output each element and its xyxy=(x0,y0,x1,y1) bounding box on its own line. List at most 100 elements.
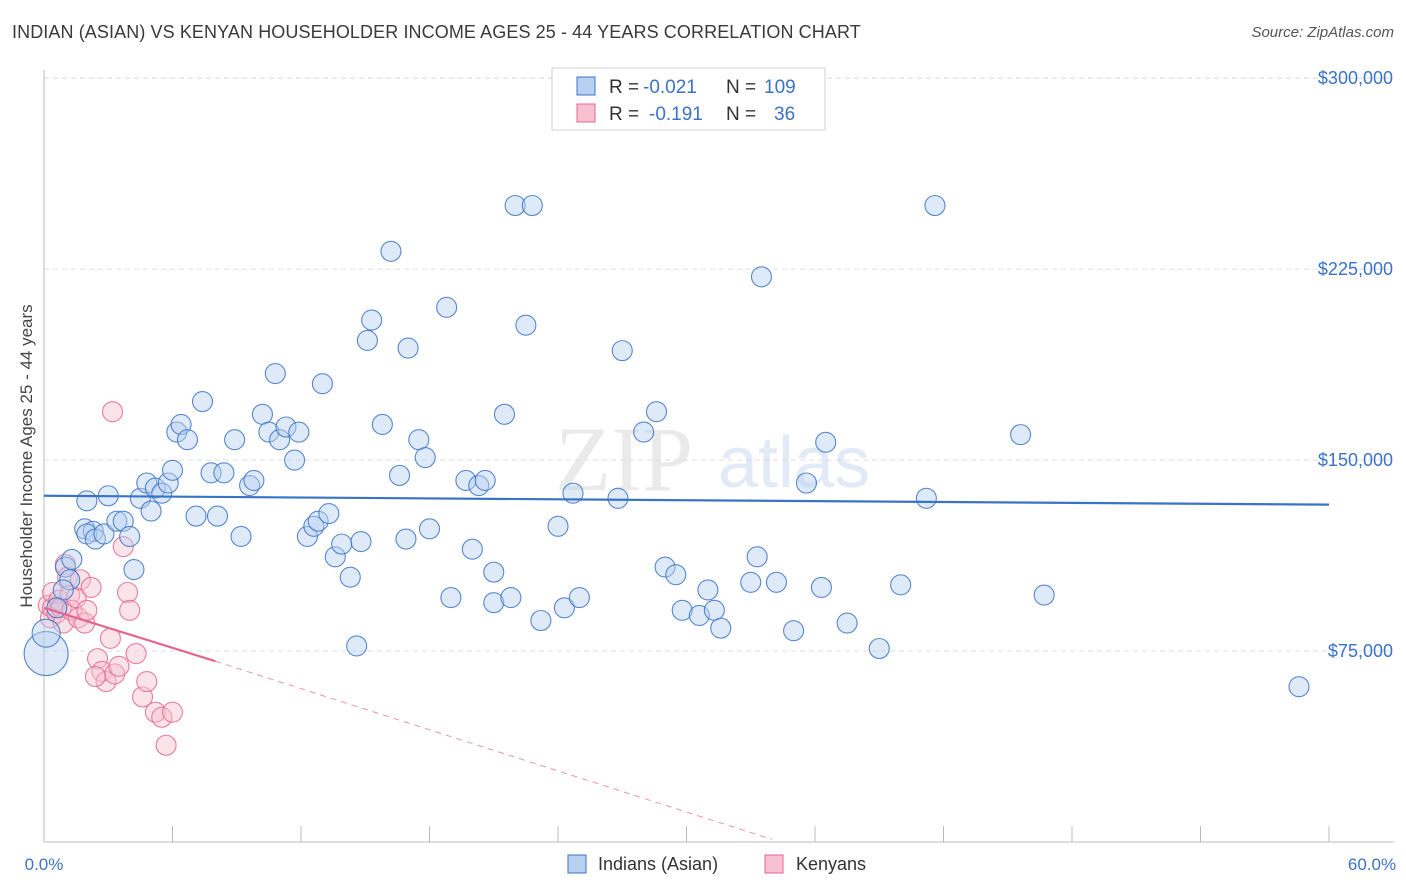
watermark-zip: ZIP xyxy=(555,408,693,510)
legend-n-label-1: N = xyxy=(726,77,756,98)
indian-point-86 xyxy=(654,556,676,578)
indian-point-30 xyxy=(200,462,222,484)
indian-point-90 xyxy=(697,579,719,601)
bottom-legend-indians: Indians (Asian) xyxy=(598,854,718,874)
indian-point-47 xyxy=(311,373,333,395)
bottom-legend-pink-swatch xyxy=(764,854,784,874)
kenyan-point-5 xyxy=(48,589,70,611)
y-tick-labels: $75,000 $150,000 $225,000 $300,000 xyxy=(1318,68,1393,661)
indian-point-53 xyxy=(350,531,372,553)
indian-point-56 xyxy=(371,413,393,436)
x-tick-label-max: 60.0% xyxy=(1348,855,1396,874)
indian-point-76 xyxy=(515,314,537,336)
legend-box: R = -0.021 N = 109 R = -0.191 N = 36 xyxy=(551,67,826,131)
indian-point-51 xyxy=(339,566,361,588)
indian-point-11 xyxy=(76,490,98,512)
legend-blue-swatch xyxy=(576,76,596,96)
indian-point-38 xyxy=(258,421,280,443)
indian-point-39 xyxy=(264,362,286,385)
indian-point-50 xyxy=(331,533,353,555)
indian-point-37 xyxy=(251,403,274,425)
indian-point-58 xyxy=(388,464,411,486)
trend-lines xyxy=(43,494,1330,840)
indian-point-5 xyxy=(52,579,74,601)
indian-point-46 xyxy=(307,510,329,532)
indian-point-94 xyxy=(746,546,768,568)
indian-point-80 xyxy=(562,482,584,504)
indian-point-66 xyxy=(455,469,477,492)
indian-point-29 xyxy=(191,390,214,413)
indian-point-36 xyxy=(243,469,265,492)
kenyan-point-14 xyxy=(69,569,91,591)
legend-n-value-2: 36 xyxy=(774,104,795,125)
indian-point-54 xyxy=(356,329,378,351)
indian-point-31 xyxy=(206,505,229,527)
indian-point-12 xyxy=(93,523,115,545)
kenyan-point-17 xyxy=(80,576,102,598)
indian-point-43 xyxy=(288,421,310,443)
kenyan-point-29 xyxy=(136,671,158,693)
indian-point-32 xyxy=(213,462,235,484)
kenyans-points xyxy=(37,401,184,756)
indian-point-16 xyxy=(119,525,141,548)
indian-point-49 xyxy=(324,546,346,568)
y-tick-label-3: $300,000 xyxy=(1318,68,1393,88)
indian-point-33 xyxy=(224,429,246,451)
grid-layer xyxy=(44,77,1394,652)
indian-point-60 xyxy=(397,337,419,359)
indian-point-1 xyxy=(31,618,61,648)
indian-point-85 xyxy=(645,401,668,423)
indian-point-97 xyxy=(783,620,805,642)
indian-point-34 xyxy=(230,525,252,548)
indian-point-84 xyxy=(633,421,655,443)
kenyan-point-31 xyxy=(151,706,173,728)
indian-point-44 xyxy=(296,525,318,548)
kenyan-point-33 xyxy=(101,401,124,423)
indian-point-57 xyxy=(380,240,402,262)
indian-point-100 xyxy=(815,431,837,453)
indian-point-82 xyxy=(607,487,629,509)
indian-point-103 xyxy=(890,574,912,596)
legend-n-label-2: N = xyxy=(726,104,756,125)
indians-trend-line xyxy=(43,494,1330,506)
indian-point-87 xyxy=(665,564,687,586)
indians-points xyxy=(23,194,1310,698)
y-axis-title: Householder Income Ages 25 - 44 years xyxy=(17,304,36,607)
indian-point-20 xyxy=(140,500,162,522)
indian-point-99 xyxy=(810,576,832,598)
indian-point-107 xyxy=(1033,584,1055,606)
indian-point-104 xyxy=(915,487,937,509)
indian-point-81 xyxy=(568,587,590,609)
indian-point-73 xyxy=(500,587,522,609)
kenyans-trend-extension xyxy=(215,660,773,840)
indian-point-27 xyxy=(176,429,199,451)
indian-point-79 xyxy=(553,597,575,619)
kenyan-point-18 xyxy=(86,648,109,670)
indian-point-17 xyxy=(123,559,145,581)
kenyan-point-32 xyxy=(155,734,177,756)
kenyan-point-16 xyxy=(76,599,98,621)
bottom-legend-kenyans: Kenyans xyxy=(796,854,866,874)
indian-point-91 xyxy=(703,599,725,621)
indian-point-28 xyxy=(185,505,207,527)
indian-point-72 xyxy=(493,403,516,425)
kenyan-point-35 xyxy=(84,665,106,688)
indian-point-4 xyxy=(61,548,83,570)
indian-point-3 xyxy=(59,569,81,591)
indian-point-23 xyxy=(157,472,179,494)
indian-point-40 xyxy=(269,429,291,451)
bottom-legend: Indians (Asian) Kenyans xyxy=(567,854,866,874)
legend-r-label-2: R = xyxy=(609,104,639,125)
indian-point-64 xyxy=(436,296,458,318)
indian-point-41 xyxy=(275,416,297,438)
indian-point-48 xyxy=(318,503,340,525)
indian-point-71 xyxy=(483,561,505,583)
watermark-atlas: atlas xyxy=(718,423,870,503)
legend-r-value-2: -0.191 xyxy=(649,104,703,125)
kenyan-point-34 xyxy=(161,701,184,723)
indian-point-96 xyxy=(765,571,788,593)
indian-point-59 xyxy=(395,528,417,550)
y-tick-label-2: $225,000 xyxy=(1318,259,1393,279)
source-label: Source: ZipAtlas.com xyxy=(1251,24,1394,41)
